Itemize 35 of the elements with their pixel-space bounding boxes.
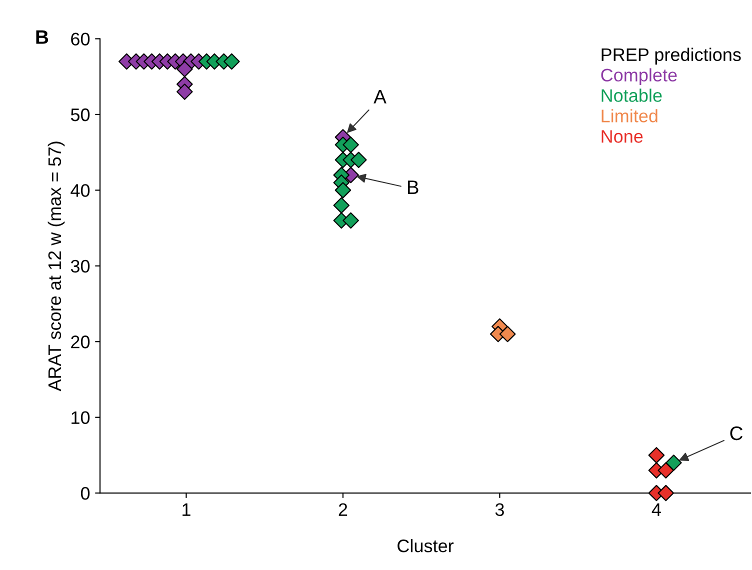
x-tick-label: 1 [182,503,190,516]
y-tick-label: 20 [71,336,90,348]
y-axis-title: ARAT score at 12 w (max = 57) [48,142,65,392]
text: None [602,130,643,143]
x-tick-label: 4 [652,503,661,516]
x-tick-label: 2 [338,503,348,516]
legend-title: PREP predictions [602,48,741,65]
point [176,84,193,100]
annotation: B [408,180,418,194]
point [666,454,682,471]
point [350,152,367,168]
point [333,197,350,214]
x-axis-title: Cluster [398,539,454,552]
point [658,484,674,502]
y-tick-label: 10 [72,411,90,424]
point [499,326,516,342]
x-tick-label: 3 [495,503,504,516]
annotation: A [374,90,386,104]
y-tick-label: 60 [71,32,90,46]
point [176,60,193,78]
point [224,53,240,70]
point [334,182,352,198]
text: Limited [602,109,658,122]
y-tick-label: 50 [70,108,90,122]
y-tick-label: 0 [80,486,90,500]
y-tick-label: 40 [70,184,90,197]
text: B [36,30,48,44]
point [342,136,359,153]
annotation: C [730,426,743,440]
y-tick-label: 30 [70,260,90,273]
point [658,462,674,478]
point [648,447,665,464]
text: Notable [602,88,662,102]
point [342,212,359,229]
text: Complete [601,68,677,86]
